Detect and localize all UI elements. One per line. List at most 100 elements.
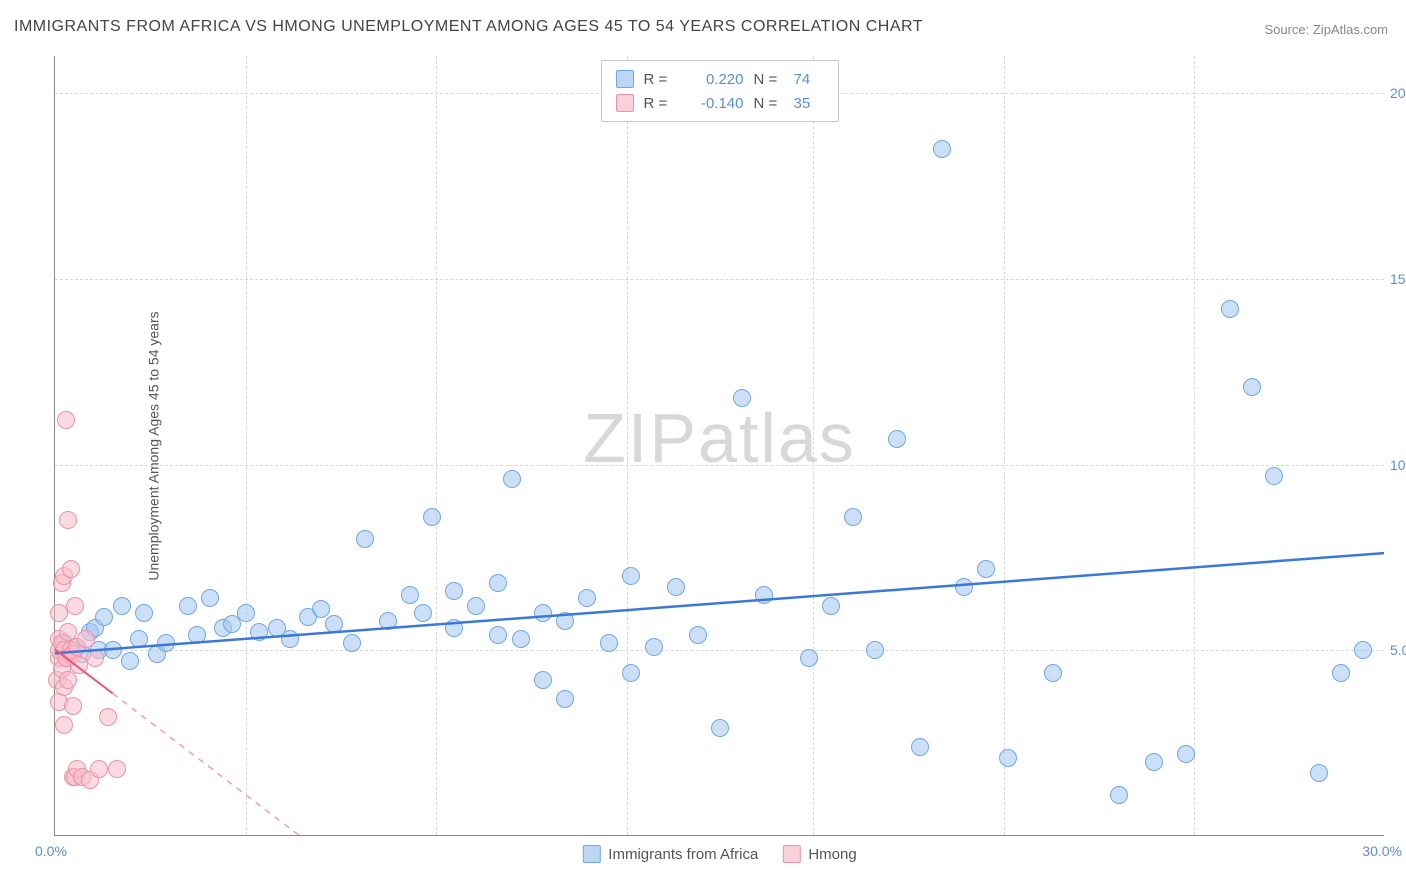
x-tick-min: 0.0% [35, 843, 67, 859]
data-point [325, 615, 343, 633]
data-point [86, 649, 104, 667]
plot-area: Unemployment Among Ages 45 to 54 years Z… [54, 56, 1384, 836]
legend-label-hmong: Hmong [808, 846, 856, 863]
data-point [977, 560, 995, 578]
data-point [1243, 378, 1261, 396]
data-point [414, 604, 432, 622]
data-point [755, 586, 773, 604]
chart-title: IMMIGRANTS FROM AFRICA VS HMONG UNEMPLOY… [14, 18, 923, 36]
swatch-blue [616, 70, 634, 88]
swatch-pink [616, 94, 634, 112]
data-point [1110, 786, 1128, 804]
gridline-v [813, 56, 814, 835]
gridline-v [1194, 56, 1195, 835]
data-point [689, 626, 707, 644]
data-point [59, 511, 77, 529]
x-tick-max: 30.0% [1362, 843, 1402, 859]
data-point [188, 626, 206, 644]
data-point [711, 719, 729, 737]
gridline-v [436, 56, 437, 835]
data-point [113, 597, 131, 615]
gridline-h [55, 465, 1384, 466]
data-point [179, 597, 197, 615]
n-label: N = [754, 95, 784, 112]
gridline-v [627, 56, 628, 835]
y-tick-label: 15.0% [1390, 271, 1406, 287]
data-point [556, 612, 574, 630]
legend-item-africa: Immigrants from Africa [582, 845, 758, 863]
data-point [622, 664, 640, 682]
correlation-legend: R = 0.220 N = 74 R = -0.140 N = 35 [601, 60, 839, 122]
r-label: R = [644, 71, 674, 88]
data-point [312, 600, 330, 618]
data-point [578, 589, 596, 607]
y-tick-label: 20.0% [1390, 85, 1406, 101]
data-point [135, 604, 153, 622]
data-point [1332, 664, 1350, 682]
data-point [1354, 641, 1372, 659]
swatch-pink [782, 845, 800, 863]
r-value-hmong: -0.140 [684, 95, 744, 112]
data-point [911, 738, 929, 756]
data-point [64, 697, 82, 715]
data-point [467, 597, 485, 615]
data-point [1221, 300, 1239, 318]
data-point [1265, 467, 1283, 485]
data-point [822, 597, 840, 615]
n-value-hmong: 35 [794, 95, 824, 112]
data-point [489, 574, 507, 592]
series-legend: Immigrants from Africa Hmong [582, 845, 856, 863]
data-point [157, 634, 175, 652]
data-point [733, 389, 751, 407]
data-point [1044, 664, 1062, 682]
data-point [556, 690, 574, 708]
gridline-h [55, 279, 1384, 280]
y-tick-label: 5.0% [1390, 642, 1406, 658]
data-point [281, 630, 299, 648]
data-point [99, 708, 117, 726]
data-point [121, 652, 139, 670]
swatch-blue [582, 845, 600, 863]
data-point [600, 634, 618, 652]
legend-row-hmong: R = -0.140 N = 35 [616, 91, 824, 115]
data-point [866, 641, 884, 659]
legend-row-africa: R = 0.220 N = 74 [616, 67, 824, 91]
data-point [622, 567, 640, 585]
data-point [77, 630, 95, 648]
data-point [489, 626, 507, 644]
r-label: R = [644, 95, 674, 112]
data-point [933, 140, 951, 158]
data-point [1177, 745, 1195, 763]
legend-item-hmong: Hmong [782, 845, 856, 863]
y-tick-label: 10.0% [1390, 457, 1406, 473]
data-point [55, 716, 73, 734]
data-point [379, 612, 397, 630]
data-point [645, 638, 663, 656]
data-point [888, 430, 906, 448]
gridline-v [246, 56, 247, 835]
data-point [237, 604, 255, 622]
data-point [955, 578, 973, 596]
data-point [1310, 764, 1328, 782]
data-point [104, 641, 122, 659]
gridline-h [55, 650, 1384, 651]
r-value-africa: 0.220 [684, 71, 744, 88]
n-value-africa: 74 [794, 71, 824, 88]
legend-label-africa: Immigrants from Africa [608, 846, 758, 863]
data-point [201, 589, 219, 607]
source-attribution: Source: ZipAtlas.com [1264, 22, 1388, 37]
data-point [534, 671, 552, 689]
data-point [423, 508, 441, 526]
trend-lines [55, 56, 1384, 835]
data-point [90, 760, 108, 778]
data-point [57, 411, 75, 429]
data-point [445, 619, 463, 637]
data-point [95, 608, 113, 626]
gridline-v [1004, 56, 1005, 835]
data-point [108, 760, 126, 778]
n-label: N = [754, 71, 784, 88]
data-point [512, 630, 530, 648]
data-point [999, 749, 1017, 767]
data-point [800, 649, 818, 667]
data-point [401, 586, 419, 604]
